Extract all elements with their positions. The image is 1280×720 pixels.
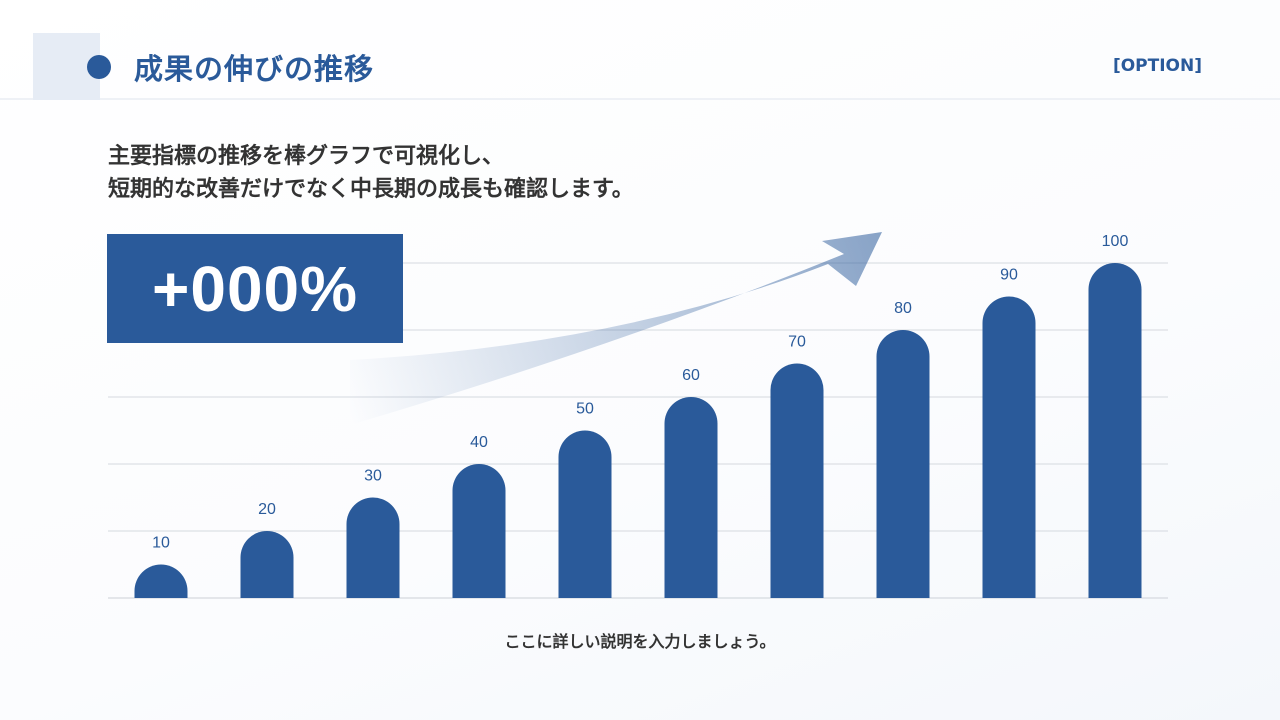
header-bar: 成果の伸びの推移 [OPTION] (0, 0, 1280, 100)
bar-9 (982, 296, 1036, 598)
lead-line-2: 短期的な改善だけでなく中長期の成長も確認します。 (108, 177, 634, 202)
title-bullet-icon (87, 55, 111, 79)
chart-caption: ここに詳しい説明を入力しましょう。 (504, 632, 776, 651)
bar-value-label-6: 60 (682, 367, 700, 384)
bar-1 (134, 564, 188, 598)
bar-value-label-9: 90 (1000, 267, 1018, 284)
kpi-box: +000% (107, 234, 403, 343)
bar-value-label-4: 40 (470, 434, 488, 451)
bar-2 (240, 531, 294, 598)
bar-5 (558, 430, 612, 598)
bar-4 (452, 464, 506, 598)
lead-text: 主要指標の推移を棒グラフで可視化し、 短期的な改善だけでなく中長期の成長も確認し… (108, 140, 634, 206)
option-label: [OPTION] (1112, 56, 1202, 76)
bar-value-label-8: 80 (894, 300, 912, 317)
bar-value-label-10: 100 (1102, 233, 1129, 250)
bar-value-label-1: 10 (152, 535, 170, 552)
page-title: 成果の伸びの推移 (134, 52, 375, 86)
bar-value-label-7: 70 (788, 334, 806, 351)
lead-line-1: 主要指標の推移を棒グラフで可視化し、 (108, 144, 505, 169)
bar-7 (770, 363, 824, 598)
bar-6 (664, 397, 718, 598)
bar-value-label-3: 30 (364, 468, 382, 485)
trend-arrow-icon (350, 232, 882, 425)
kpi-value: +000% (151, 252, 359, 325)
bar-value-label-2: 20 (258, 501, 276, 518)
bar-8 (876, 330, 930, 598)
bar-3 (346, 497, 400, 598)
bar-10 (1088, 263, 1142, 598)
bar-value-label-5: 50 (576, 401, 594, 418)
